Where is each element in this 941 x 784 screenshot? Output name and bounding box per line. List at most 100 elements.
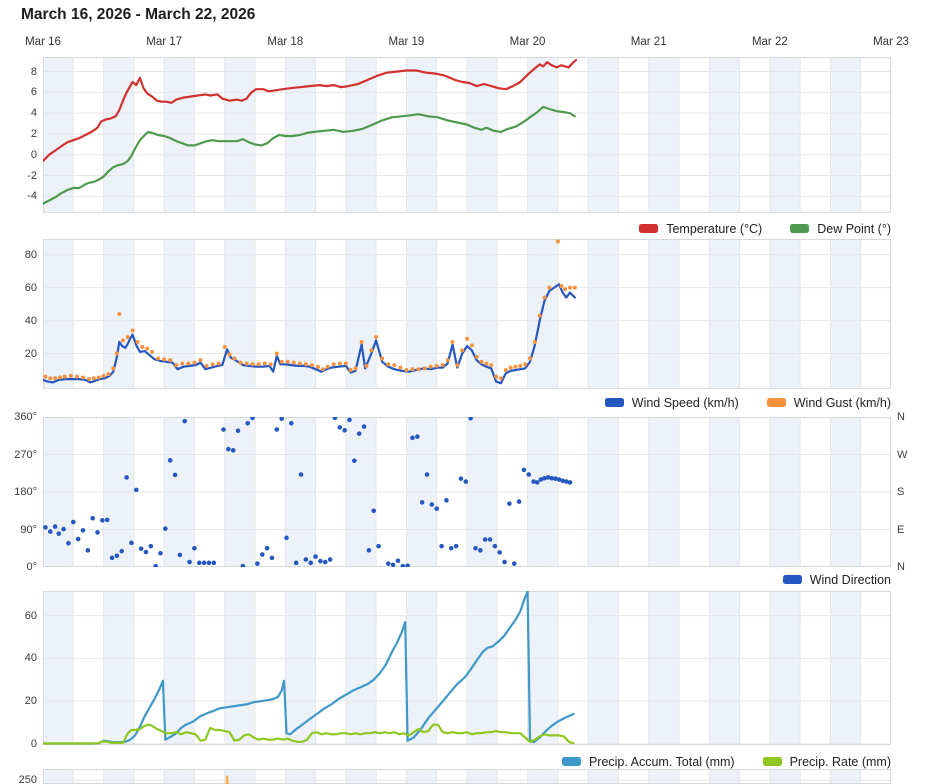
wind-gust-point [563, 287, 568, 292]
y-axis-tick-label: 360° [14, 411, 37, 423]
y-axis-tick-label: 6 [30, 86, 37, 99]
wind-speed-chart-legend: Wind Speed (km/h) Wind Gust (km/h) [43, 394, 891, 411]
bottom-orange-series-line [225, 775, 229, 784]
legend-label: Wind Direction [809, 572, 891, 587]
legend-label: Wind Speed (km/h) [631, 395, 739, 410]
wind-direction-point [371, 508, 377, 514]
page-title: March 16, 2026 - March 22, 2026 [21, 6, 256, 23]
wind-direction-point [172, 472, 178, 478]
y-axis-tick-label: 0 [30, 148, 37, 161]
x-axis-label: Mar 19 [388, 36, 425, 48]
wind-gust-point [309, 363, 314, 368]
wind-direction-point [90, 515, 95, 521]
wind-gust-point [547, 285, 552, 290]
precipitation-chart-plot-area[interactable] [43, 591, 891, 745]
wind-gust-point [532, 340, 537, 345]
wind-gust-point [445, 358, 450, 363]
y-axis-tick-label: 0 [30, 737, 37, 750]
wind-direction-point [318, 558, 323, 564]
wind-direction-point [284, 535, 289, 541]
wind-gust-point [48, 376, 53, 381]
legend-item-wind-direction[interactable]: Wind Direction [782, 572, 891, 587]
wind-direction-point [415, 434, 420, 439]
wind-gust-point [238, 360, 243, 365]
wind-direction-point [56, 531, 62, 536]
wind-direction-point [85, 548, 91, 553]
wind-gust-point [130, 328, 135, 333]
wind-gust-point [331, 362, 336, 367]
legend-label: Wind Gust (km/h) [793, 395, 891, 410]
wind-gust-point [186, 361, 191, 366]
y-axis-tick-label: 20 [24, 347, 37, 360]
wind-gust-point [91, 376, 96, 381]
wind-speed-chart-plot-area[interactable] [43, 239, 891, 389]
legend-label: Precip. Rate (mm) [789, 754, 891, 769]
wind-gust-point [518, 363, 523, 368]
legend-item-wind-gust-km-h[interactable]: Wind Gust (km/h) [766, 395, 891, 410]
wind-direction-point [419, 500, 425, 505]
legend-item-dew-point[interactable]: Dew Point (°) [790, 222, 891, 236]
wind-gust-point [489, 363, 494, 368]
wind-direction-point [448, 545, 454, 551]
wind-direction-point [564, 479, 569, 484]
legend-item-precip-rate-mm[interactable]: Precip. Rate (mm) [762, 754, 891, 769]
wind-direction-point [255, 561, 260, 566]
wind-direction-point [531, 479, 536, 484]
y-axis-tick-label: 60 [24, 281, 37, 294]
precipitation-chart-legend: Precip. Accum. Total (mm) Precip. Rate (m… [43, 753, 891, 770]
wind-gust-point [111, 366, 116, 371]
legend-label: Precip. Accum. Total (mm) [588, 754, 735, 769]
y-axis-tick-label: -4 [27, 190, 37, 203]
wind-direction-point [211, 560, 217, 566]
legend-item-temperature-c[interactable]: Temperature (°C) [639, 222, 762, 236]
wind-gust-point [210, 362, 215, 367]
wind-gust-point [303, 362, 308, 367]
wind-gust-point [232, 356, 237, 361]
wind-direction-point [507, 501, 512, 506]
wind-direction-point [235, 428, 241, 434]
legend-swatch [766, 398, 786, 407]
wind-gust-point [268, 362, 273, 367]
wind-gust-point [359, 340, 364, 345]
wind-direction-point [492, 543, 498, 549]
wind-gust-point [410, 367, 415, 372]
wind-gust-point [337, 361, 342, 366]
wind-direction-point [497, 550, 503, 555]
wind-gust-point [404, 368, 409, 373]
wind-gust-point [106, 372, 111, 377]
wind-direction-point [70, 519, 76, 525]
wind-direction-point [230, 448, 236, 453]
temperature-chart-plot-area[interactable] [43, 57, 891, 213]
x-axis-label: Mar 16 [25, 36, 61, 48]
temperature-line [43, 58, 578, 163]
wind-direction-point [478, 548, 483, 553]
legend-swatch [639, 224, 659, 233]
wind-direction-point [187, 559, 192, 565]
wind-direction-point [133, 487, 139, 493]
wind-gust-point [120, 338, 125, 343]
wind-direction-point [429, 502, 435, 507]
bottom-partial-chart-plot-area[interactable] [43, 769, 891, 784]
wind-gust-point [285, 359, 290, 364]
wind-direction-point [206, 560, 212, 566]
wind-gust-point [68, 373, 73, 378]
wind-direction-point [395, 558, 401, 564]
wind-direction-point [148, 543, 154, 549]
wind-gust-point [114, 351, 119, 356]
wind-direction-point [274, 427, 280, 432]
wind-direction-point [47, 529, 53, 534]
wind-gust-point [513, 364, 518, 369]
wind-direction-point [347, 417, 352, 423]
wind-gust-point [465, 336, 469, 341]
wind-direction-point [303, 557, 309, 562]
wind-direction-point [192, 545, 197, 551]
wind-gust-point [416, 367, 421, 372]
wind-direction-point [556, 477, 562, 482]
legend-item-wind-speed-km-h[interactable]: Wind Speed (km/h) [604, 395, 739, 410]
legend-item-precip-accum-total-mm[interactable]: Precip. Accum. Total (mm) [561, 754, 735, 769]
wind-gust-point [479, 359, 484, 364]
wind-direction-point [293, 560, 299, 566]
wind-gust-point [343, 361, 348, 366]
wind-direction-chart-plot-area[interactable] [43, 417, 891, 567]
